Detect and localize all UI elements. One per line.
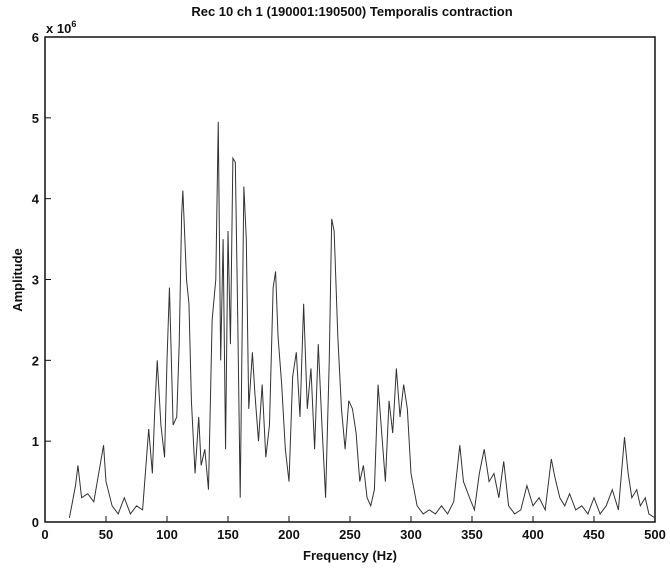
multiplier-exponent: 6 [71, 19, 76, 29]
chart-title: Rec 10 ch 1 (190001:190500) Temporalis c… [191, 4, 512, 19]
y-tick-label: 4 [32, 192, 40, 207]
x-tick-label: 0 [41, 527, 48, 542]
x-tick-label: 400 [522, 527, 544, 542]
x-tick-label: 50 [99, 527, 113, 542]
x-tick-label: 450 [583, 527, 605, 542]
y-tick-label: 1 [32, 434, 39, 449]
y-tick-label: 5 [32, 111, 39, 126]
y-tick-label: 0 [32, 515, 39, 530]
x-tick-label: 350 [461, 527, 483, 542]
y-tick-label: 6 [32, 30, 39, 45]
y-axis-label: Amplitude [10, 248, 25, 312]
spectrum-line [68, 121, 656, 519]
multiplier-base: x 10 [46, 21, 71, 36]
y-multiplier: x 106 [46, 19, 76, 36]
x-tick-label: 100 [156, 527, 178, 542]
x-tick-label: 150 [217, 527, 239, 542]
x-tick-label: 250 [339, 527, 361, 542]
x-tick-label: 200 [278, 527, 300, 542]
x-tick-label: 300 [400, 527, 422, 542]
y-tick-label: 3 [32, 273, 39, 288]
y-tick-label: 2 [32, 353, 39, 368]
x-axis-label: Frequency (Hz) [303, 548, 397, 563]
x-tick-label: 500 [644, 527, 666, 542]
plot-frame [44, 36, 656, 523]
